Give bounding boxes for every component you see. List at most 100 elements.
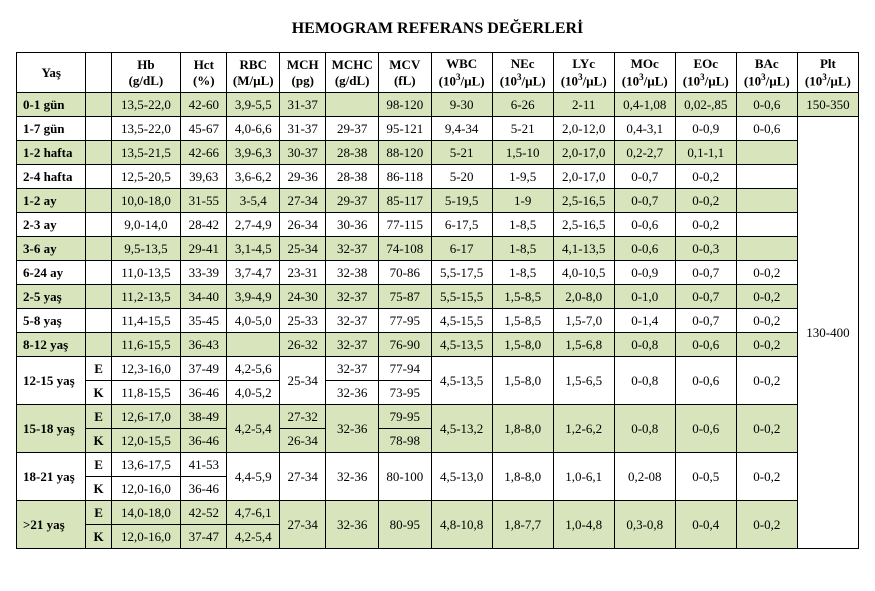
sex-cell <box>86 333 111 357</box>
cell-hb: 11,8-15,5 <box>111 381 180 405</box>
cell-moc: 0-1,4 <box>614 309 675 333</box>
cell-hct: 41-53 <box>181 453 227 477</box>
cell-moc: 0-0,9 <box>614 261 675 285</box>
cell-hb: 12,0-15,5 <box>111 429 180 453</box>
cell-nec: 5-21 <box>492 117 553 141</box>
cell-mcv: 76-90 <box>379 333 432 357</box>
cell-mchc: 30-36 <box>326 213 379 237</box>
cell-lyc: 2,0-17,0 <box>553 165 614 189</box>
cell-lyc: 1,2-6,2 <box>553 405 614 453</box>
sex-k: K <box>86 429 111 453</box>
cell-hb: 12,6-17,0 <box>111 405 180 429</box>
cell-bac <box>736 165 797 189</box>
cell-moc: 0,2-08 <box>614 453 675 501</box>
cell-eoc: 0,02-,85 <box>675 93 736 117</box>
cell-rbc: 4,2-5,6 <box>227 357 280 381</box>
cell-lyc: 1,5-6,5 <box>553 357 614 405</box>
cell-wbc: 4,5-13,2 <box>431 405 492 453</box>
cell-hct: 31-55 <box>181 189 227 213</box>
cell-bac: 0-0,2 <box>736 333 797 357</box>
cell-moc: 0,2-2,7 <box>614 141 675 165</box>
cell-eoc: 0-0,4 <box>675 501 736 549</box>
cell-hb: 10,0-18,0 <box>111 189 180 213</box>
cell-mchc: 28-38 <box>326 141 379 165</box>
age-cell: 2-4 hafta <box>17 165 86 189</box>
sex-k: K <box>86 525 111 549</box>
cell-mcv: 75-87 <box>379 285 432 309</box>
cell-mcv: 73-95 <box>379 381 432 405</box>
col-header-lyc: LYc(103/µL) <box>553 53 614 93</box>
cell-bac: 0-0,2 <box>736 405 797 453</box>
cell-nec: 1-8,5 <box>492 261 553 285</box>
age-cell: 1-2 ay <box>17 189 86 213</box>
cell-eoc: 0-0,2 <box>675 165 736 189</box>
cell-hct: 37-47 <box>181 525 227 549</box>
cell-hct: 28-42 <box>181 213 227 237</box>
cell-nec: 1,5-8,0 <box>492 357 553 405</box>
age-cell: 18-21 yaş <box>17 453 86 501</box>
cell-eoc: 0-0,3 <box>675 237 736 261</box>
cell-hct: 36-46 <box>181 381 227 405</box>
col-header-eoc: EOc(103/µL) <box>675 53 736 93</box>
cell-bac <box>736 189 797 213</box>
cell-hb: 14,0-18,0 <box>111 501 180 525</box>
cell-mchc: 32-36 <box>326 405 379 453</box>
cell-eoc: 0-0,2 <box>675 213 736 237</box>
cell-eoc: 0-0,7 <box>675 261 736 285</box>
cell-wbc: 4,5-13,0 <box>431 453 492 501</box>
cell-lyc: 1,5-6,8 <box>553 333 614 357</box>
cell-rbc <box>227 333 280 357</box>
cell-wbc: 4,5-13,5 <box>431 357 492 405</box>
cell-mcv: 80-100 <box>379 453 432 501</box>
cell-hct: 36-43 <box>181 333 227 357</box>
sex-cell <box>86 309 111 333</box>
cell-bac: 0-0,2 <box>736 261 797 285</box>
cell-hb: 9,5-13,5 <box>111 237 180 261</box>
cell-moc: 0-0,6 <box>614 213 675 237</box>
cell-nec: 1-8,5 <box>492 213 553 237</box>
sex-cell <box>86 237 111 261</box>
cell-bac <box>736 237 797 261</box>
cell-hb: 12,0-16,0 <box>111 477 180 501</box>
cell-bac: 0-0,2 <box>736 309 797 333</box>
cell-mch: 30-37 <box>280 141 326 165</box>
cell-rbc: 4,0-6,6 <box>227 117 280 141</box>
sex-cell <box>86 285 111 309</box>
sex-e: E <box>86 357 111 381</box>
cell-mcv: 95-121 <box>379 117 432 141</box>
cell-bac: 0-0,2 <box>736 501 797 549</box>
cell-moc: 0,4-3,1 <box>614 117 675 141</box>
col-header-mchc: MCHC(g/dL) <box>326 53 379 93</box>
sex-k: K <box>86 477 111 501</box>
cell-mch: 29-36 <box>280 165 326 189</box>
cell-hct: 39,63 <box>181 165 227 189</box>
sex-k: K <box>86 381 111 405</box>
cell-hct: 36-46 <box>181 477 227 501</box>
cell-mcv: 74-108 <box>379 237 432 261</box>
cell-rbc: 3,9-4,9 <box>227 285 280 309</box>
col-header-plt: Plt(103/µL) <box>797 53 858 93</box>
cell-mch: 27-34 <box>280 501 326 549</box>
age-cell: 1-2 hafta <box>17 141 86 165</box>
cell-lyc: 2,0-17,0 <box>553 141 614 165</box>
cell-rbc: 4,2-5,4 <box>227 525 280 549</box>
col-header-rbc: RBC(M/µL) <box>227 53 280 93</box>
cell-hct: 42-52 <box>181 501 227 525</box>
cell-wbc: 4,8-10,8 <box>431 501 492 549</box>
cell-mchc: 32-37 <box>326 357 379 381</box>
cell-lyc: 2,0-8,0 <box>553 285 614 309</box>
cell-mchc: 32-36 <box>326 453 379 501</box>
col-header-nec: NEc(103/µL) <box>492 53 553 93</box>
sex-cell <box>86 93 111 117</box>
cell-hb: 12,3-16,0 <box>111 357 180 381</box>
cell-mch: 25-34 <box>280 237 326 261</box>
cell-hct: 36-46 <box>181 429 227 453</box>
cell-rbc: 3,7-4,7 <box>227 261 280 285</box>
cell-mch: 27-34 <box>280 453 326 501</box>
page-title: HEMOGRAM REFERANS DEĞERLERİ <box>16 20 859 38</box>
cell-lyc: 2,5-16,5 <box>553 189 614 213</box>
cell-rbc: 3,9-6,3 <box>227 141 280 165</box>
cell-rbc: 3-5,4 <box>227 189 280 213</box>
cell-mch: 27-32 <box>280 405 326 429</box>
cell-eoc: 0-0,6 <box>675 357 736 405</box>
